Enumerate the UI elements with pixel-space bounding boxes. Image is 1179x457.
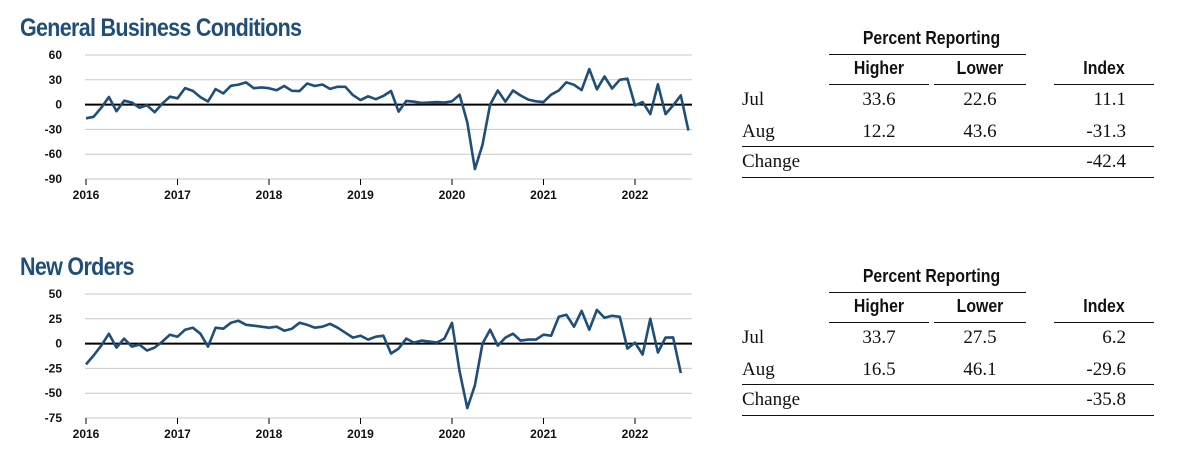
divider bbox=[742, 177, 1154, 178]
group-header: Percent Reporting bbox=[862, 28, 1001, 48]
panel-title: New Orders bbox=[20, 253, 135, 281]
y-tick-label: -75 bbox=[45, 411, 63, 425]
line-chart-new-orders: 50 25 0 -25 -50 -75 2016 2017 2018 2019 2020 2021 20… bbox=[45, 287, 692, 441]
change-value: -42.4 bbox=[1086, 151, 1126, 172]
x-tick-label: 2020 bbox=[439, 188, 466, 202]
divider bbox=[1054, 84, 1154, 85]
x-tick-label: 2022 bbox=[622, 188, 649, 202]
y-tick-label: 50 bbox=[49, 287, 63, 301]
data-table-general-business-conditions: Percent Reporting Higher Lower Index Jul… bbox=[734, 22, 1154, 182]
series-line bbox=[85, 67, 690, 171]
column-header-lower: Lower bbox=[956, 58, 1004, 78]
cell-lower: 46.1 bbox=[963, 359, 997, 380]
row-label: Jul bbox=[742, 89, 765, 110]
change-label: Change bbox=[742, 389, 801, 410]
x-tick-label: 2020 bbox=[439, 427, 466, 441]
column-header-higher: Higher bbox=[853, 58, 905, 78]
cell-lower: 22.6 bbox=[963, 89, 997, 110]
cell-index: 6.2 bbox=[1102, 327, 1126, 348]
y-tick-label: 60 bbox=[49, 48, 63, 62]
cell-index: 11.1 bbox=[1093, 89, 1126, 110]
cell-index: -31.3 bbox=[1086, 121, 1126, 142]
column-header-index: Index bbox=[1083, 58, 1125, 78]
divider bbox=[934, 322, 1026, 323]
row-label: Aug bbox=[742, 359, 775, 380]
x-tick-label: 2017 bbox=[164, 427, 191, 441]
y-tick-label: 0 bbox=[55, 98, 62, 112]
cell-lower: 27.5 bbox=[963, 327, 997, 348]
series-line bbox=[85, 308, 683, 410]
y-tick-label: -90 bbox=[45, 172, 63, 186]
y-tick-label: 0 bbox=[55, 337, 62, 351]
y-tick-label: -50 bbox=[45, 386, 63, 400]
change-value: -35.8 bbox=[1086, 389, 1126, 410]
x-tick-label: 2016 bbox=[73, 188, 100, 202]
cell-higher: 33.7 bbox=[862, 327, 896, 348]
x-tick-label: 2017 bbox=[164, 188, 191, 202]
x-tick-label: 2021 bbox=[530, 188, 557, 202]
y-tick-label: 30 bbox=[49, 73, 63, 87]
x-tick-label: 2019 bbox=[347, 188, 374, 202]
data-table-new-orders: Percent Reporting Higher Lower Index Jul… bbox=[734, 260, 1154, 420]
column-header-lower: Lower bbox=[956, 296, 1004, 316]
y-tick-label: 25 bbox=[49, 312, 63, 326]
x-tick-label: 2019 bbox=[347, 427, 374, 441]
y-tick-label: -25 bbox=[45, 361, 63, 375]
y-tick-label: -30 bbox=[45, 122, 63, 136]
line-chart-general-business-conditions: 60 30 0 -30 -60 -90 2016 2017 2018 2019 2020 2021 20… bbox=[45, 48, 692, 202]
divider bbox=[829, 322, 929, 323]
x-tick-label: 2016 bbox=[73, 427, 100, 441]
x-tick-label: 2018 bbox=[256, 188, 283, 202]
row-label: Aug bbox=[742, 121, 775, 142]
cell-higher: 12.2 bbox=[862, 121, 896, 142]
panel-title: General Business Conditions bbox=[20, 14, 302, 42]
divider bbox=[934, 84, 1026, 85]
divider bbox=[829, 54, 1026, 55]
divider bbox=[1054, 322, 1154, 323]
column-header-higher: Higher bbox=[853, 296, 905, 316]
row-label: Jul bbox=[742, 327, 765, 348]
x-tick-label: 2018 bbox=[256, 427, 283, 441]
cell-index: -29.6 bbox=[1086, 359, 1126, 380]
divider bbox=[742, 415, 1154, 416]
divider bbox=[829, 84, 929, 85]
change-label: Change bbox=[742, 151, 801, 172]
y-tick-label: -60 bbox=[45, 147, 63, 161]
cell-higher: 33.6 bbox=[862, 89, 896, 110]
group-header: Percent Reporting bbox=[862, 266, 1001, 286]
column-header-index: Index bbox=[1083, 296, 1125, 316]
cell-higher: 16.5 bbox=[862, 359, 896, 380]
divider bbox=[742, 146, 1154, 147]
x-tick-label: 2022 bbox=[622, 427, 649, 441]
divider bbox=[829, 292, 1026, 293]
x-tick-label: 2021 bbox=[530, 427, 557, 441]
cell-lower: 43.6 bbox=[963, 121, 997, 142]
divider bbox=[742, 384, 1154, 385]
